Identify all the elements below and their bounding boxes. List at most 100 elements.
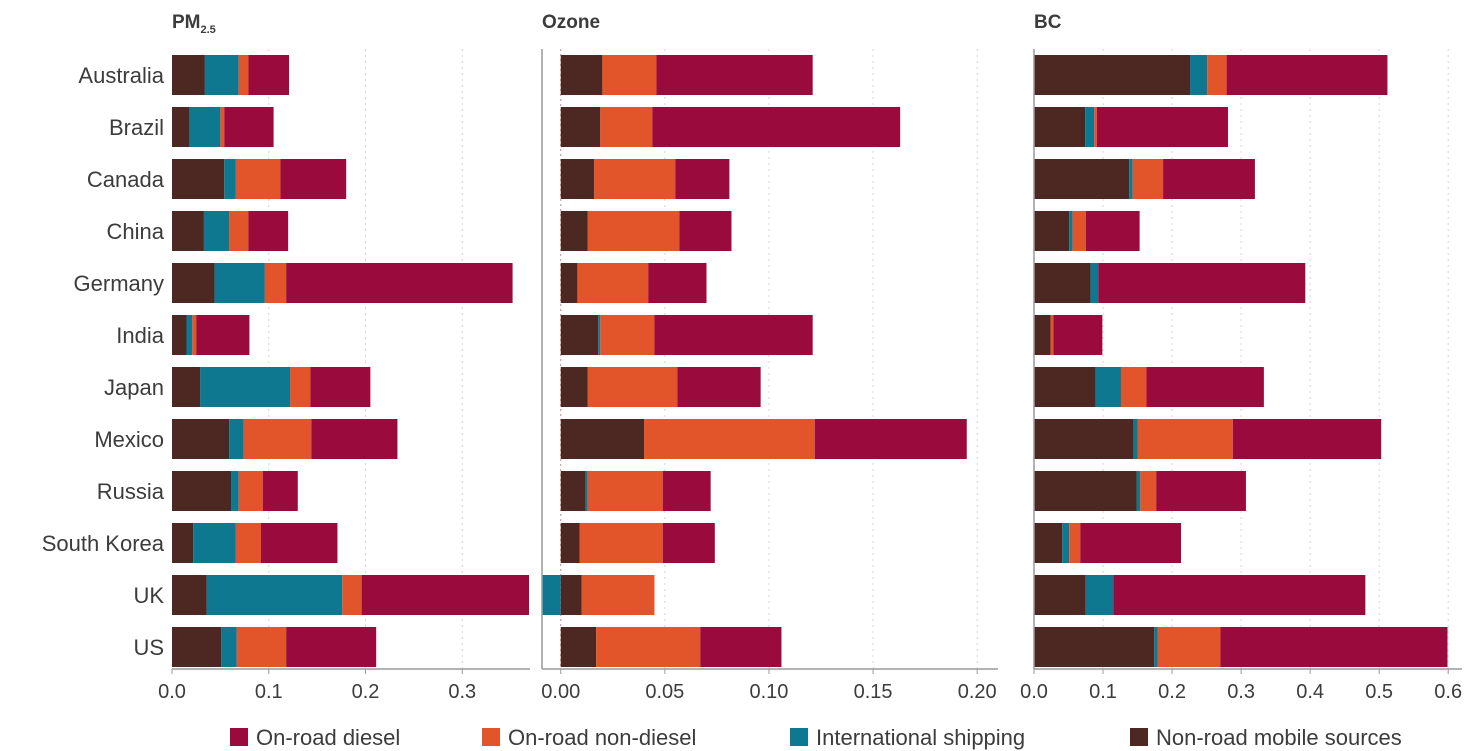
bar-bc-russia-on-road-non-diesel bbox=[1140, 471, 1157, 511]
bar-ozone-india-on-road-non-diesel bbox=[600, 315, 655, 355]
bar-bc-south-korea-on-road-non-diesel bbox=[1069, 523, 1081, 563]
bar-bc-china-international-shipping bbox=[1069, 211, 1073, 251]
country-label-us: US bbox=[133, 635, 164, 660]
country-label-uk: UK bbox=[133, 583, 164, 608]
country-label-south-korea: South Korea bbox=[42, 531, 165, 556]
bar-pm-japan-on-road-non-diesel bbox=[290, 367, 311, 407]
country-label-india: India bbox=[116, 323, 164, 348]
bar-pm-canada-international-shipping bbox=[224, 159, 236, 199]
bar-bc-us-on-road-diesel bbox=[1220, 627, 1448, 667]
x-tick-label: 0.05 bbox=[645, 681, 684, 703]
bar-pm-china-on-road-non-diesel bbox=[229, 211, 249, 251]
bar-pm-china-international-shipping bbox=[203, 211, 230, 251]
chart-panels: PM2.5 0.0 0.1 0.2 0.3 Ozone 0.00 0.05 0.10 0.15 0.… bbox=[158, 12, 1462, 703]
x-tick-label: 0.0 bbox=[1020, 681, 1048, 703]
bar-pm-germany-non-road-mobile bbox=[172, 263, 215, 303]
bar-ozone-china-non-road-mobile bbox=[560, 211, 588, 251]
bar-bc-australia-on-road-diesel bbox=[1226, 55, 1388, 95]
bar-bc-mexico-on-road-diesel bbox=[1232, 419, 1382, 459]
panel-pm: PM2.5 0.0 0.1 0.2 0.3 bbox=[158, 12, 530, 703]
bar-ozone-mexico-on-road-non-diesel bbox=[644, 419, 815, 459]
bar-bc-uk-international-shipping bbox=[1085, 575, 1114, 615]
bar-pm-russia-non-road-mobile bbox=[172, 471, 232, 511]
bar-pm-japan-non-road-mobile bbox=[172, 367, 201, 407]
bar-bc-canada-international-shipping bbox=[1129, 159, 1133, 199]
bar-bc-brazil-on-road-diesel bbox=[1096, 107, 1228, 147]
bar-pm-japan-on-road-diesel bbox=[310, 367, 371, 407]
bar-bc-japan-international-shipping bbox=[1095, 367, 1121, 407]
bar-pm-south-korea-international-shipping bbox=[193, 523, 236, 563]
bar-bc-canada-on-road-diesel bbox=[1163, 159, 1255, 199]
bar-ozone-mexico-non-road-mobile bbox=[560, 419, 645, 459]
panel-title-bc: BC bbox=[1034, 12, 1062, 33]
bar-bc-us-international-shipping bbox=[1154, 627, 1158, 667]
bar-ozone-canada-non-road-mobile bbox=[560, 159, 595, 199]
bar-ozone-us-on-road-diesel bbox=[700, 627, 782, 667]
panel-ozone: Ozone 0.00 0.05 0.10 0.15 0.20 bbox=[541, 12, 998, 703]
bar-pm-mexico-non-road-mobile bbox=[172, 419, 230, 459]
x-tick-label: 0.2 bbox=[1158, 681, 1186, 703]
bar-pm-brazil-on-road-diesel bbox=[224, 107, 274, 147]
bar-pm-us-on-road-non-diesel bbox=[236, 627, 287, 667]
bar-pm-india-on-road-diesel bbox=[196, 315, 250, 355]
bar-bc-india-non-road-mobile bbox=[1034, 315, 1051, 355]
bar-bc-china-non-road-mobile bbox=[1034, 211, 1070, 251]
bar-pm-russia-on-road-diesel bbox=[262, 471, 298, 511]
x-tick-label: 0.5 bbox=[1365, 681, 1393, 703]
bar-bc-germany-international-shipping bbox=[1090, 263, 1099, 303]
legend-label-international-shipping: International shipping bbox=[816, 725, 1025, 750]
bar-pm-uk-non-road-mobile bbox=[172, 575, 207, 615]
bar-bc-uk-non-road-mobile bbox=[1034, 575, 1086, 615]
country-label-germany: Germany bbox=[74, 271, 164, 296]
bar-bc-south-korea-international-shipping bbox=[1062, 523, 1070, 563]
bar-ozone-uk-on-road-non-diesel bbox=[581, 575, 655, 615]
bar-ozone-india-on-road-diesel bbox=[654, 315, 813, 355]
bar-bc-china-on-road-non-diesel bbox=[1072, 211, 1086, 251]
bar-pm-india-on-road-non-diesel bbox=[192, 315, 197, 355]
bar-pm-south-korea-on-road-non-diesel bbox=[235, 523, 262, 563]
bar-bc-mexico-international-shipping bbox=[1133, 419, 1138, 459]
bar-pm-australia-on-road-diesel bbox=[248, 55, 290, 95]
bar-ozone-south-korea-on-road-diesel bbox=[662, 523, 715, 563]
bar-bc-germany-non-road-mobile bbox=[1034, 263, 1091, 303]
bar-ozone-brazil-non-road-mobile bbox=[560, 107, 601, 147]
bar-ozone-australia-non-road-mobile bbox=[560, 55, 603, 95]
bar-pm-south-korea-on-road-diesel bbox=[261, 523, 338, 563]
bar-ozone-mexico-on-road-diesel bbox=[814, 419, 967, 459]
bar-bc-russia-on-road-diesel bbox=[1156, 471, 1246, 511]
x-tick-label: 0.00 bbox=[541, 681, 580, 703]
bar-pm-mexico-on-road-diesel bbox=[311, 419, 398, 459]
bar-bc-south-korea-on-road-diesel bbox=[1080, 523, 1182, 563]
bar-pm-russia-international-shipping bbox=[231, 471, 239, 511]
bar-pm-canada-on-road-diesel bbox=[280, 159, 347, 199]
bar-ozone-russia-on-road-non-diesel bbox=[587, 471, 663, 511]
bar-bc-japan-non-road-mobile bbox=[1034, 367, 1096, 407]
bar-pm-brazil-on-road-non-diesel bbox=[220, 107, 225, 147]
bar-pm-brazil-non-road-mobile bbox=[172, 107, 190, 147]
bar-pm-china-non-road-mobile bbox=[172, 211, 204, 251]
bar-ozone-japan-non-road-mobile bbox=[560, 367, 588, 407]
country-labels: Australia Brazil Canada China Germany India Ja… bbox=[42, 63, 165, 660]
bar-bc-brazil-non-road-mobile bbox=[1034, 107, 1086, 147]
legend-swatch-non-road-mobile bbox=[1130, 728, 1148, 746]
bar-ozone-russia-on-road-diesel bbox=[662, 471, 711, 511]
bar-bc-russia-international-shipping bbox=[1136, 471, 1141, 511]
bar-pm-canada-on-road-non-diesel bbox=[235, 159, 281, 199]
bar-pm-australia-on-road-non-diesel bbox=[238, 55, 249, 95]
x-tick-label: 0.6 bbox=[1434, 681, 1462, 703]
bar-ozone-brazil-on-road-diesel bbox=[652, 107, 901, 147]
bar-pm-south-korea-non-road-mobile bbox=[172, 523, 194, 563]
bar-ozone-germany-on-road-non-diesel bbox=[577, 263, 649, 303]
bar-pm-australia-international-shipping bbox=[204, 55, 239, 95]
x-tick-label: 0.20 bbox=[958, 681, 997, 703]
bar-pm-china-on-road-diesel bbox=[248, 211, 289, 251]
bar-bc-japan-on-road-non-diesel bbox=[1120, 367, 1147, 407]
bar-pm-india-non-road-mobile bbox=[172, 315, 187, 355]
bar-ozone-china-on-road-non-diesel bbox=[587, 211, 680, 251]
bar-bc-canada-non-road-mobile bbox=[1034, 159, 1130, 199]
panel-title-pm: PM2.5 bbox=[172, 12, 216, 36]
bar-ozone-canada-on-road-diesel bbox=[675, 159, 730, 199]
bar-bc-russia-non-road-mobile bbox=[1034, 471, 1137, 511]
country-label-japan: Japan bbox=[104, 375, 164, 400]
